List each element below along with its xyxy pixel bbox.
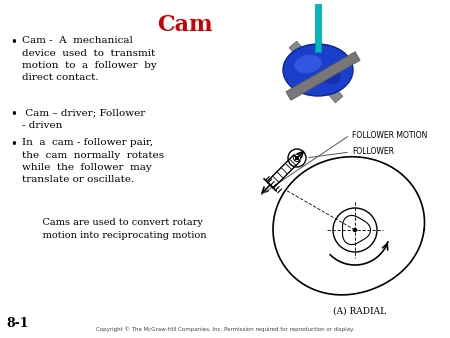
Text: Cam – driver; Follower
- driven: Cam – driver; Follower - driven (22, 108, 145, 129)
Text: Cam -  A  mechanical
device  used  to  transmit
motion  to  a  follower  by
dire: Cam - A mechanical device used to transm… (22, 36, 157, 82)
Text: Cams are used to convert rotary
    motion into reciprocating motion: Cams are used to convert rotary motion i… (30, 218, 207, 240)
Circle shape (354, 228, 356, 232)
Text: •: • (10, 36, 17, 49)
Text: FOLLOWER MOTION: FOLLOWER MOTION (352, 130, 428, 140)
Text: •: • (10, 138, 17, 151)
Polygon shape (289, 41, 343, 103)
Polygon shape (315, 4, 321, 52)
Text: FOLLOWER: FOLLOWER (352, 147, 394, 156)
Text: Cam: Cam (157, 14, 213, 36)
Text: In  a  cam - follower pair,
the  cam  normally  rotates
while  the  follower  ma: In a cam - follower pair, the cam normal… (22, 138, 164, 185)
Text: Copyright © The McGraw-Hill Companies, Inc. Permission required for reproduction: Copyright © The McGraw-Hill Companies, I… (96, 327, 354, 332)
Text: (A) RADIAL: (A) RADIAL (333, 307, 387, 316)
Circle shape (296, 157, 298, 159)
Text: •: • (10, 108, 17, 121)
Ellipse shape (283, 44, 353, 96)
Text: 8-1: 8-1 (6, 317, 28, 330)
Ellipse shape (319, 68, 341, 84)
Ellipse shape (294, 55, 322, 73)
Polygon shape (286, 52, 360, 100)
